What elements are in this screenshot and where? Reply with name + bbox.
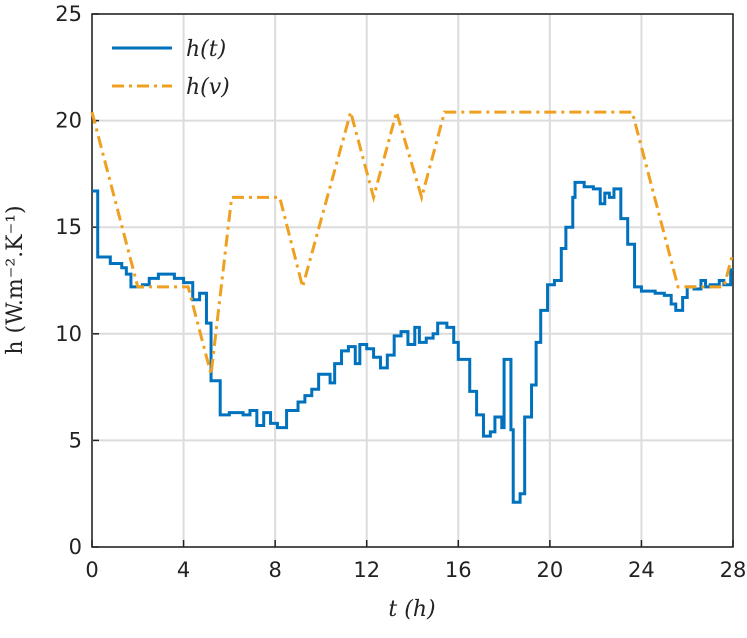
x-tick-label: 12 [353,558,380,582]
y-tick-label: 25 [55,2,82,26]
axes-box [91,13,734,548]
x-tick-label: 16 [445,558,472,582]
y-axis-label: h (W.m⁻².K⁻¹) [3,205,28,354]
plot-area [92,14,733,547]
y-tick-label: 5 [69,428,82,452]
x-axis-label: t (h) [388,597,435,622]
legend-label: h(t) [186,37,226,62]
x-tick-label: 24 [628,558,655,582]
data-line [90,106,735,375]
y-tick-label: 15 [55,215,82,239]
x-tick-label: 8 [268,558,281,582]
data-line [92,180,733,504]
x-tick-label: 20 [536,558,563,582]
x-tick-label: 4 [177,558,190,582]
legend-label: h(v) [186,75,230,100]
x-tick-label: 0 [85,558,98,582]
y-tick-label: 10 [55,322,82,346]
x-tick-label: 28 [720,558,747,582]
y-tick-label: 20 [55,109,82,133]
y-tick-label: 0 [69,535,82,559]
